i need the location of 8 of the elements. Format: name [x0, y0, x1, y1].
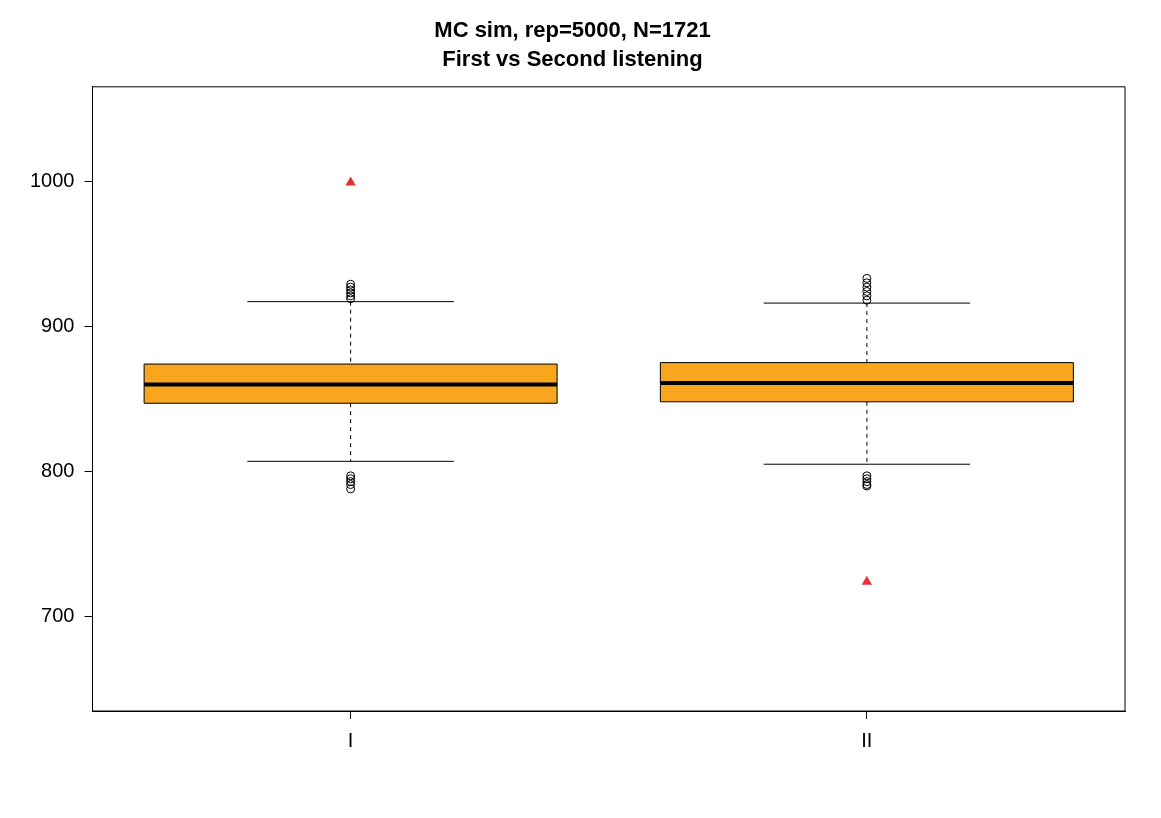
x-tick-label: I: [347, 728, 354, 751]
chart-title: MC sim, rep=5000, N=1721: [434, 17, 711, 43]
y-tick-label: 800: [41, 459, 75, 481]
chart-subtitle: First vs Second listening: [442, 45, 703, 71]
y-tick-label: 900: [41, 313, 75, 336]
y-tick-label: 1000: [29, 168, 75, 191]
x-tick-label: II: [861, 728, 873, 751]
y-tick-label: 700: [41, 604, 75, 627]
